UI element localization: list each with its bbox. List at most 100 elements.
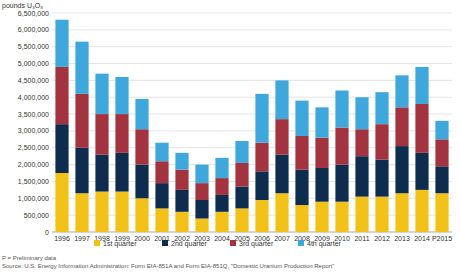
bar-segment	[155, 161, 168, 183]
bar-segment	[155, 183, 168, 208]
legend-label: 1st quarter	[103, 240, 137, 248]
bar-segment	[215, 195, 228, 212]
bar-segment	[295, 101, 308, 136]
footnote: P = Preliminary data	[2, 255, 57, 261]
bar-segment	[175, 153, 188, 170]
bar-segment	[415, 104, 428, 153]
grid-line	[52, 80, 452, 81]
bar-segment	[395, 107, 408, 146]
grid-line	[52, 114, 452, 115]
bar-segment	[255, 143, 268, 172]
legend-swatch	[298, 240, 304, 246]
grid-line	[52, 46, 452, 47]
bar-segment	[135, 165, 148, 199]
bar-segment	[75, 148, 88, 193]
bar-segment	[195, 219, 208, 232]
bar-segment	[55, 173, 68, 232]
legend-label: 2nd quarter	[171, 240, 207, 248]
bar-segment	[395, 193, 408, 232]
bar-segment	[255, 200, 268, 232]
y-tick-label: 4,000,000	[18, 94, 49, 101]
y-tick-label: 2,000,000	[18, 161, 49, 168]
bar-segment	[115, 192, 128, 232]
bar-segment	[55, 124, 68, 173]
bar-segment	[315, 138, 328, 168]
legend-swatch	[230, 240, 236, 246]
x-tick-label: 2007	[274, 235, 290, 242]
footnote: Source: U.S. Energy Information Administ…	[2, 263, 334, 269]
bar-segment	[415, 190, 428, 232]
bar-segment	[75, 94, 88, 148]
y-tick-label: 3,500,000	[18, 111, 49, 118]
bar-segment	[235, 163, 248, 187]
bar-segment	[355, 197, 368, 232]
x-tick-label: 2014	[414, 235, 430, 242]
bar-segment	[235, 141, 248, 163]
bar-segment	[315, 107, 328, 137]
bar-segment	[175, 212, 188, 232]
bar-segment	[175, 190, 188, 212]
y-tick-label: 0	[45, 229, 49, 236]
bar-segment	[315, 168, 328, 202]
bar-segment	[275, 193, 288, 232]
bar-segment	[435, 139, 448, 166]
y-tick-label: 1,500,000	[18, 178, 49, 185]
bar-segment	[335, 202, 348, 232]
bar-segment	[255, 171, 268, 200]
y-tick-label: 6,000,000	[18, 26, 49, 33]
x-tick-label: 2011	[354, 235, 369, 242]
bars	[55, 20, 448, 232]
bar-segment	[315, 202, 328, 232]
bar-segment	[335, 165, 348, 202]
y-tick-label: 2,500,000	[18, 144, 49, 151]
x-tick-label: 2013	[394, 235, 410, 242]
bar-segment	[195, 183, 208, 200]
bar-segment	[55, 20, 68, 67]
y-tick-label: 1,000,000	[18, 195, 49, 202]
bar-segment	[115, 114, 128, 153]
bar-segment	[295, 205, 308, 232]
bar-segment	[375, 124, 388, 159]
bar-segment	[195, 165, 208, 184]
bar-segment	[135, 129, 148, 164]
legend-swatch	[162, 240, 168, 246]
bar-segment	[95, 114, 108, 154]
bar-segment	[155, 143, 168, 162]
grid-line	[52, 130, 452, 131]
bar-segment	[75, 42, 88, 94]
bar-segment	[295, 170, 308, 205]
grid-line	[52, 198, 452, 199]
y-tick-label: 3,000,000	[18, 127, 49, 134]
bar-segment	[295, 136, 308, 170]
y-tick-label: 500,000	[24, 212, 49, 219]
bar-segment	[435, 166, 448, 193]
bar-segment	[375, 197, 388, 232]
bar-segment	[275, 155, 288, 194]
bar-segment	[215, 178, 228, 195]
legend: 1st quarter 2nd quarter 3rd quarter 4th qua…	[94, 240, 342, 248]
bar-segment	[435, 193, 448, 232]
bar-segment	[255, 94, 268, 143]
y-tick-label: 4,500,000	[18, 77, 49, 84]
x-tick-label: 2000	[134, 235, 150, 242]
bar-segment	[415, 153, 428, 190]
grid-line	[52, 215, 452, 216]
bar-segment	[175, 170, 188, 190]
bar-segment	[275, 80, 288, 119]
bar-segment	[375, 160, 388, 197]
bar-segment	[335, 90, 348, 127]
grid-line	[52, 63, 452, 64]
x-tick-label: 2012	[374, 235, 390, 242]
bar-segment	[135, 198, 148, 232]
legend-label: 3rd quarter	[239, 240, 274, 248]
y-tick-label: 5,000,000	[18, 60, 49, 67]
bar-segment	[135, 99, 148, 129]
bar-segment	[75, 193, 88, 232]
bar-segment	[95, 192, 108, 232]
bar-segment	[395, 75, 408, 107]
bar-segment	[355, 97, 368, 129]
bar-segment	[235, 187, 248, 209]
bar-segment	[195, 200, 208, 219]
legend-label: 4th quarter	[307, 240, 342, 248]
bar-segment	[435, 121, 448, 140]
